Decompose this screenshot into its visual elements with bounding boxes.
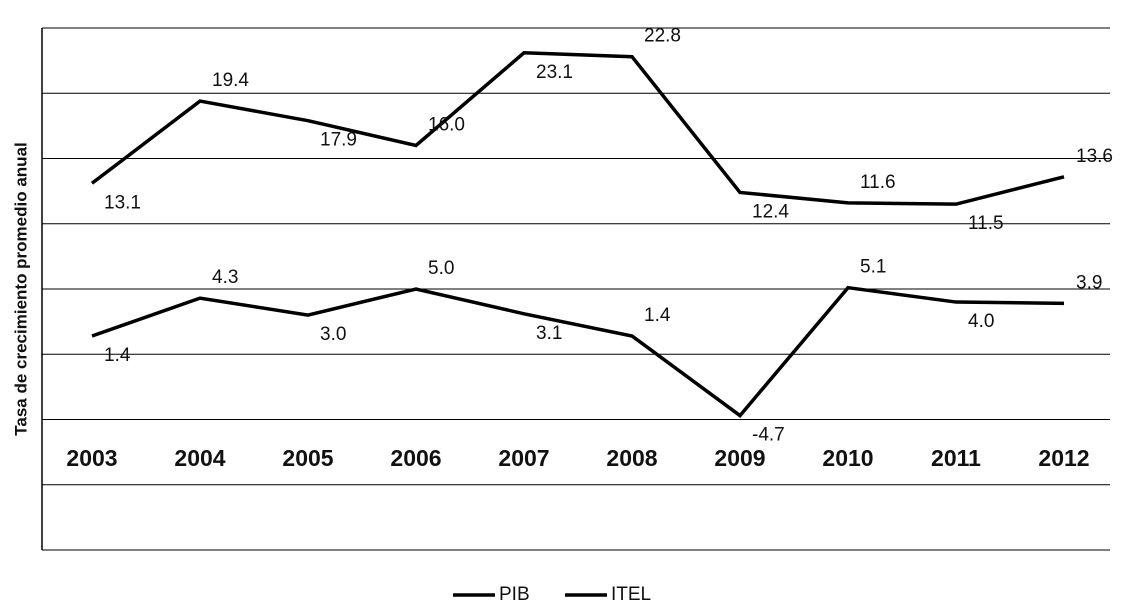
data-label: 5.1: [860, 257, 886, 278]
x-tick-label: 2004: [174, 445, 225, 471]
data-label: -4.7: [752, 425, 785, 446]
x-tick-label: 2012: [1038, 445, 1089, 471]
x-tick-label: 2008: [606, 445, 657, 471]
data-label: 1.4: [644, 305, 671, 326]
legend-label: ITEL: [611, 584, 651, 605]
data-label: 12.4: [752, 201, 789, 222]
data-label: 11.6: [860, 172, 896, 193]
series-line: [90, 51, 1065, 206]
data-label: 4.3: [212, 267, 238, 288]
x-tick-label: 2010: [822, 445, 873, 471]
data-label: 13.6: [1076, 146, 1113, 167]
series-line: [91, 285, 1065, 418]
data-label: 13.1: [104, 192, 141, 213]
y-axis-title: Tasa de crecimiento promedio anual: [11, 142, 30, 436]
x-tick-label: 2003: [66, 445, 117, 471]
x-tick-label: 2007: [498, 445, 549, 471]
x-tick-label: 2009: [714, 445, 765, 471]
data-label: 17.9: [320, 130, 357, 151]
data-label: 5.0: [428, 258, 454, 279]
data-label: 1.4: [104, 345, 131, 366]
data-label: 16.0: [428, 114, 465, 135]
data-label: 19.4: [212, 70, 249, 91]
data-label: 3.0: [320, 324, 346, 345]
data-label: 23.1: [536, 62, 573, 83]
data-label: 22.8: [644, 26, 681, 47]
data-label: 3.1: [536, 323, 562, 344]
data-label: 11.5: [968, 213, 1004, 234]
data-label: 3.9: [1076, 272, 1102, 293]
data-label: 4.0: [968, 311, 994, 332]
x-tick-label: 2006: [390, 445, 441, 471]
x-tick-label: 2011: [931, 445, 981, 471]
legend-label: PIB: [499, 584, 530, 605]
x-tick-label: 2005: [282, 445, 333, 471]
